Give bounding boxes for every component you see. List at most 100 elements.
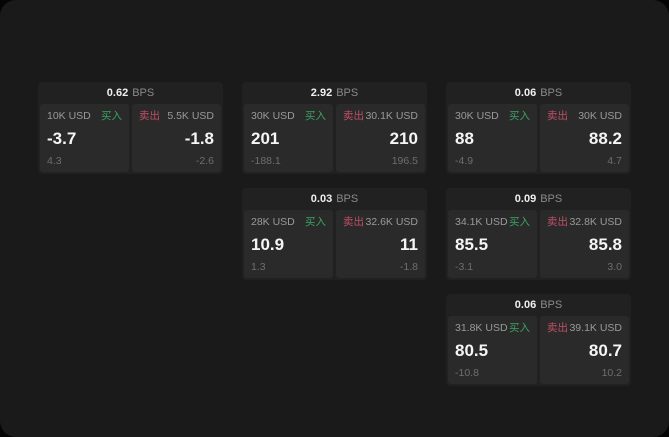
sell-sub-value: 10.2: [601, 366, 622, 379]
spread-value: 0.09: [514, 193, 537, 205]
buy-notional: 31.8K USD: [455, 322, 508, 334]
sell-panel-top: 卖出 39.1K USD: [547, 323, 622, 334]
spread-value: 0.03: [310, 193, 333, 205]
spread-value: 0.06: [514, 299, 537, 311]
sell-notional: 39.1K USD: [569, 322, 622, 334]
sell-panel[interactable]: 卖出 39.1K USD 80.7 10.2: [540, 316, 629, 384]
buy-panel[interactable]: 34.1K USD 买入 85.5 -3.1: [448, 210, 537, 278]
sell-price: -1.8: [184, 129, 214, 148]
spread-value: 2.92: [310, 87, 333, 99]
buy-sub-value: -188.1: [251, 154, 281, 167]
quote-panels: 10K USD 买入 -3.7 4.3 卖出 5.5K USD -1.8 -2.…: [40, 104, 221, 172]
sell-side-label: 卖出: [139, 110, 160, 122]
quote-card-3: 0.06 BPS 30K USD 买入 88 -4.9 卖出 30K USD: [446, 82, 631, 174]
buy-notional: 28K USD: [251, 216, 295, 228]
buy-panel[interactable]: 10K USD 买入 -3.7 4.3: [40, 104, 129, 172]
spread-header: 0.62 BPS: [40, 82, 221, 104]
buy-panel-top: 34.1K USD 买入: [455, 217, 530, 228]
sell-side-label: 卖出: [343, 110, 364, 122]
buy-panel[interactable]: 31.8K USD 买入 80.5 -10.8: [448, 316, 537, 384]
buy-price: 88: [455, 129, 474, 148]
buy-price: 201: [251, 129, 280, 148]
quote-cards-grid: 0.62 BPS 10K USD 买入 -3.7 4.3 卖出 5.5K USD: [38, 82, 631, 386]
quote-card-5: 0.09 BPS 34.1K USD 买入 85.5 -3.1 卖出 32.8K…: [446, 188, 631, 280]
buy-side-label: 买入: [305, 110, 326, 122]
buy-price: -3.7: [47, 129, 77, 148]
buy-side-label: 买入: [509, 322, 530, 334]
buy-notional: 10K USD: [47, 110, 91, 122]
buy-panel[interactable]: 30K USD 买入 201 -188.1: [244, 104, 333, 172]
spread-unit-label: BPS: [336, 193, 359, 205]
buy-panel-top: 30K USD 买入: [251, 111, 326, 122]
sell-panel-top: 卖出 30.1K USD: [343, 111, 418, 122]
sell-notional: 30K USD: [578, 110, 622, 122]
buy-price: 85.5: [455, 235, 489, 254]
quote-card-4: 0.03 BPS 28K USD 买入 10.9 1.3 卖出 32.6K US…: [242, 188, 427, 280]
spread-unit-label: BPS: [336, 87, 359, 99]
buy-panel-top: 10K USD 买入: [47, 111, 122, 122]
buy-panel[interactable]: 28K USD 买入 10.9 1.3: [244, 210, 333, 278]
sell-sub-value: 4.7: [607, 154, 622, 167]
buy-side-label: 买入: [305, 216, 326, 228]
spread-value: 0.06: [514, 87, 537, 99]
sell-panel-top: 卖出 5.5K USD: [139, 111, 214, 122]
buy-notional: 30K USD: [251, 110, 295, 122]
sell-price: 210: [389, 129, 418, 148]
sell-notional: 30.1K USD: [365, 110, 418, 122]
spread-header: 0.06 BPS: [448, 294, 629, 316]
sell-panel[interactable]: 卖出 32.8K USD 85.8 3.0: [540, 210, 629, 278]
quote-panels: 30K USD 买入 201 -188.1 卖出 30.1K USD 210 1…: [244, 104, 425, 172]
sell-price: 11: [400, 235, 418, 254]
quote-panels: 28K USD 买入 10.9 1.3 卖出 32.6K USD 11 -1.8: [244, 210, 425, 278]
buy-panel[interactable]: 30K USD 买入 88 -4.9: [448, 104, 537, 172]
buy-sub-value: -4.9: [455, 154, 474, 167]
spread-header: 0.09 BPS: [448, 188, 629, 210]
buy-sub-value: -10.8: [455, 366, 479, 379]
buy-side-label: 买入: [101, 110, 122, 122]
quote-card-2: 2.92 BPS 30K USD 买入 201 -188.1 卖出 30.1K …: [242, 82, 427, 174]
buy-price: 10.9: [251, 235, 285, 254]
buy-panel-top: 31.8K USD 买入: [455, 323, 530, 334]
buy-sub-value: 4.3: [47, 154, 62, 167]
sell-panel-top: 卖出 32.8K USD: [547, 217, 622, 228]
spread-unit-label: BPS: [540, 299, 563, 311]
sell-panel[interactable]: 卖出 30K USD 88.2 4.7: [540, 104, 629, 172]
spread-header: 0.06 BPS: [448, 82, 629, 104]
sell-side-label: 卖出: [547, 110, 568, 122]
sell-panel-top: 卖出 32.6K USD: [343, 217, 418, 228]
sell-price: 85.8: [588, 235, 622, 254]
sell-price: 88.2: [588, 129, 622, 148]
buy-sub-value: 1.3: [251, 260, 266, 273]
sell-panel[interactable]: 卖出 32.6K USD 11 -1.8: [336, 210, 425, 278]
quote-card-6: 0.06 BPS 31.8K USD 买入 80.5 -10.8 卖出 39.1…: [446, 294, 631, 386]
sell-side-label: 卖出: [547, 216, 568, 228]
spread-value: 0.62: [106, 87, 129, 99]
buy-price: 80.5: [455, 341, 489, 360]
spread-header: 0.03 BPS: [244, 188, 425, 210]
buy-sub-value: -3.1: [455, 260, 474, 273]
sell-panel[interactable]: 卖出 30.1K USD 210 196.5: [336, 104, 425, 172]
buy-side-label: 买入: [509, 216, 530, 228]
sell-notional: 32.8K USD: [569, 216, 622, 228]
spread-unit-label: BPS: [540, 193, 563, 205]
spread-unit-label: BPS: [540, 87, 563, 99]
sell-sub-value: 196.5: [391, 154, 418, 167]
sell-notional: 32.6K USD: [365, 216, 418, 228]
sell-panel-top: 卖出 30K USD: [547, 111, 622, 122]
sell-price: 80.7: [588, 341, 622, 360]
quote-panels: 31.8K USD 买入 80.5 -10.8 卖出 39.1K USD 80.…: [448, 316, 629, 384]
quote-panels: 34.1K USD 买入 85.5 -3.1 卖出 32.8K USD 85.8…: [448, 210, 629, 278]
quote-card-1: 0.62 BPS 10K USD 买入 -3.7 4.3 卖出 5.5K USD: [38, 82, 223, 174]
sell-side-label: 卖出: [343, 216, 364, 228]
sell-sub-value: -2.6: [195, 154, 214, 167]
spread-header: 2.92 BPS: [244, 82, 425, 104]
buy-panel-top: 28K USD 买入: [251, 217, 326, 228]
sell-panel[interactable]: 卖出 5.5K USD -1.8 -2.6: [132, 104, 221, 172]
sell-notional: 5.5K USD: [167, 110, 214, 122]
buy-notional: 30K USD: [455, 110, 499, 122]
buy-panel-top: 30K USD 买入: [455, 111, 530, 122]
spread-unit-label: BPS: [132, 87, 155, 99]
sell-side-label: 卖出: [547, 322, 568, 334]
buy-notional: 34.1K USD: [455, 216, 508, 228]
